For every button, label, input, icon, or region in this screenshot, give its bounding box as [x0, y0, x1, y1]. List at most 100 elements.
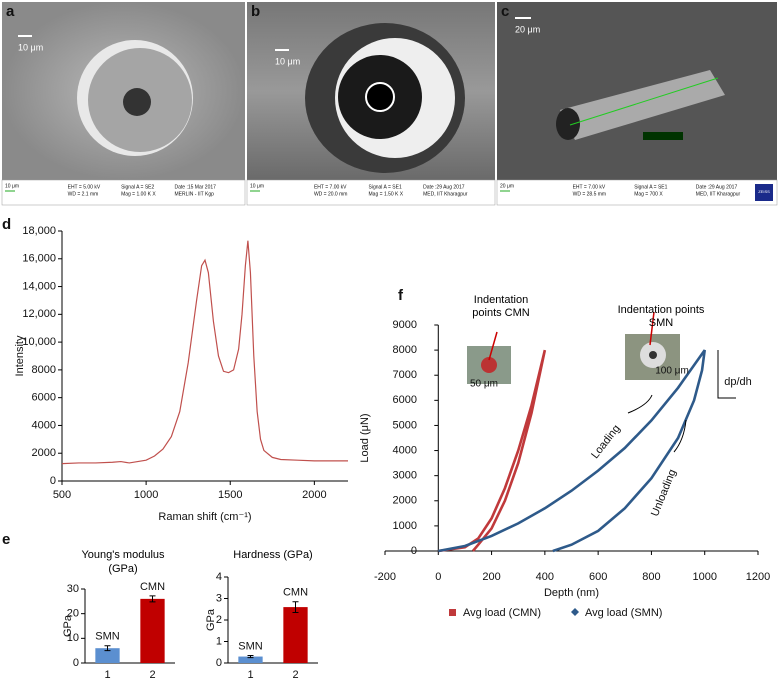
y-tick-label: 6000	[32, 392, 56, 404]
info-bar	[246, 179, 496, 206]
y-tick-label: 4	[216, 571, 222, 583]
panel-label: e	[2, 531, 10, 548]
y-tick-label: 6000	[393, 394, 417, 406]
x-axis-label: Depth (nm)	[544, 587, 599, 599]
scale-bar-label: 10 μm	[18, 42, 43, 52]
arrow	[673, 419, 687, 453]
y-tick-label: 3	[216, 592, 222, 604]
y-tick-label: 5000	[393, 419, 417, 431]
x-tick-label: 1000	[134, 489, 158, 501]
info-text: MERLIN - IIT Kgp	[175, 191, 215, 197]
info-text: Mag = 700 X	[634, 191, 663, 197]
annotation-box: Indentation points CMN	[472, 294, 530, 319]
scale-bar-label: 20 μm	[515, 24, 540, 34]
y-tick-label: 14,000	[22, 280, 56, 292]
panel-label: b	[251, 3, 260, 20]
info-scale: 10 μm	[250, 183, 264, 189]
legend-label: Avg load (SMN)	[585, 607, 662, 619]
y-axis-label: GPa	[62, 614, 74, 637]
scale-bar-label: 10 μm	[275, 56, 300, 66]
y-tick-label: 1	[216, 635, 222, 647]
info-text: Date :29 Aug 2017	[696, 184, 738, 190]
y-tick-label: 18,000	[22, 225, 56, 237]
annotation: 50 μm	[470, 379, 498, 390]
bar-label: CMN	[140, 581, 165, 593]
y-tick-label: 0	[216, 657, 222, 669]
x-tick-label: 1500	[218, 489, 242, 501]
info-text: EHT = 7.00 kV	[573, 184, 606, 190]
raman-line	[61, 240, 348, 465]
annotation: Indentation points SMN	[617, 304, 705, 329]
info-text: WD = 2.1 mm	[68, 191, 99, 197]
load-curve	[438, 349, 547, 553]
y-tick-label: 4000	[393, 444, 417, 456]
legend-marker	[449, 609, 456, 616]
info-text: Signal A = SE1	[634, 184, 667, 190]
error-bar	[247, 654, 254, 659]
y-tick-label: 8000	[393, 344, 417, 356]
info-text: Signal A = SE1	[369, 184, 402, 190]
bar	[238, 656, 263, 663]
x-axis-label: Raman shift (cm⁻¹)	[158, 511, 251, 523]
info-scale: 10 μm	[5, 183, 19, 189]
y-tick-label: 0	[411, 545, 417, 557]
bar-label: CMN	[283, 587, 308, 599]
info-text: WD = 28.5 mm	[573, 191, 606, 197]
x-tick-label: -200	[374, 571, 396, 583]
x-tick-label: 2	[292, 669, 298, 681]
logo	[755, 184, 773, 201]
y-tick-label: 2000	[32, 447, 56, 459]
x-tick-label: 400	[536, 571, 554, 583]
y-tick-label: 0	[50, 475, 56, 487]
annotation-box: Indentation points SMN	[617, 304, 705, 329]
info-text: EHT = 5.00 kV	[68, 184, 101, 190]
y-tick-label: 2000	[393, 495, 417, 507]
info-bar	[1, 179, 246, 206]
x-tick-label: 1	[104, 669, 110, 681]
chart-title: Young's modulus (GPa)	[81, 549, 165, 575]
x-tick-label: 1	[247, 669, 253, 681]
info-text: Signal A = SE2	[121, 184, 154, 190]
x-tick-label: 200	[482, 571, 500, 583]
bar	[140, 598, 165, 663]
arrow	[649, 311, 655, 346]
y-axis-label: Load (μN)	[359, 413, 371, 462]
inset-dot	[649, 351, 657, 359]
panel-label: d	[2, 216, 11, 233]
y-tick-label: 20	[67, 608, 79, 620]
sem-a	[2, 2, 245, 180]
x-tick-label: 1000	[692, 571, 716, 583]
x-tick-label: 0	[435, 571, 441, 583]
y-tick-label: 0	[73, 657, 79, 669]
panel-label: c	[501, 3, 509, 20]
info-text: Mag = 1.50 K X	[369, 191, 404, 197]
y-tick-label: 1000	[393, 520, 417, 532]
load-curve	[438, 349, 707, 553]
x-tick-label: 500	[53, 489, 71, 501]
info-text: MED, IIT Kharagpur	[423, 191, 468, 197]
annotation: Indentation points CMN	[472, 294, 530, 319]
error-bar	[292, 601, 299, 613]
y-tick-label: 16,000	[22, 253, 56, 265]
y-axis-label: Intensity	[14, 335, 26, 376]
x-tick-label: 600	[589, 571, 607, 583]
y-tick-label: 30	[67, 583, 79, 595]
info-scale: 20 μm	[500, 183, 514, 189]
slope	[717, 350, 736, 399]
info-text: EHT = 7.00 kV	[314, 184, 347, 190]
bar-label: SMN	[238, 640, 263, 652]
sem-b	[247, 2, 495, 180]
y-tick-label: 4000	[32, 419, 56, 431]
panel-label: f	[398, 287, 404, 304]
logo-text: ZEISS	[758, 189, 770, 194]
error-bar	[104, 645, 111, 652]
inset-dot	[481, 357, 497, 373]
y-tick-label: 2	[216, 614, 222, 626]
y-tick-label: 9000	[393, 319, 417, 331]
y-tick-label: 12,000	[22, 308, 56, 320]
title-box: Hardness (GPa)	[233, 549, 312, 561]
info-bar	[496, 179, 778, 206]
title-box: Young's modulus (GPa)	[81, 549, 165, 575]
y-tick-label: 8000	[32, 364, 56, 376]
